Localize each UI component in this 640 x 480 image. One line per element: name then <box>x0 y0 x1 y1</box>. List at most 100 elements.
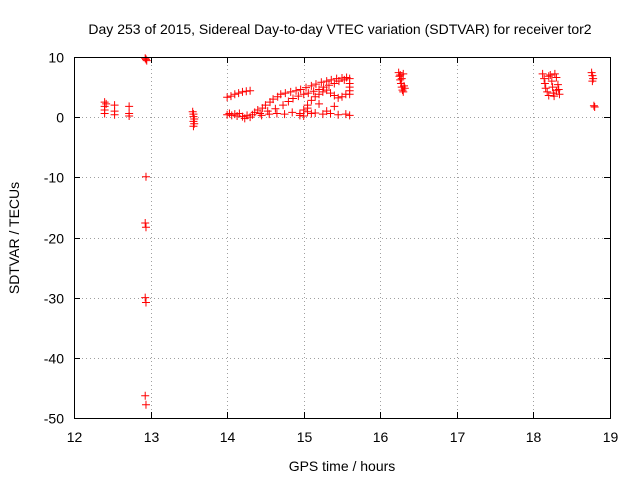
data-point <box>281 89 290 98</box>
data-point <box>257 111 266 120</box>
data-point <box>102 99 111 108</box>
data-point <box>141 172 150 181</box>
x-tick-label: 13 <box>144 429 160 445</box>
data-point <box>141 223 150 232</box>
y-tick-label: 10 <box>48 50 64 66</box>
data-point <box>322 77 331 86</box>
data-point <box>552 86 561 95</box>
grid-lines <box>74 57 610 418</box>
data-point <box>548 83 557 92</box>
data-point <box>397 74 406 83</box>
data-point <box>341 110 350 119</box>
data-point <box>345 111 354 120</box>
data-point <box>318 87 327 96</box>
y-axis-label: SDTVAR / TECUs <box>6 182 22 294</box>
data-point <box>295 111 304 120</box>
data-point <box>280 110 289 119</box>
data-point <box>341 90 350 99</box>
x-tick-label: 19 <box>603 429 619 445</box>
data-point <box>546 71 555 80</box>
data-point <box>317 78 326 87</box>
chart-title: Day 253 of 2015, Sidereal Day-to-day VTE… <box>88 21 591 37</box>
data-point <box>223 110 232 119</box>
data-point <box>271 104 280 113</box>
data-point <box>400 84 409 93</box>
data-point <box>541 84 550 93</box>
y-tick-label: -10 <box>44 170 64 186</box>
data-point <box>399 87 408 96</box>
data-point <box>141 391 150 400</box>
data-point <box>307 81 316 90</box>
data-point <box>588 77 597 86</box>
axis-ticks <box>74 57 611 419</box>
x-axis-label: GPS time / hours <box>289 458 396 474</box>
data-point <box>234 89 243 98</box>
data-point <box>265 110 274 119</box>
data-point <box>330 79 339 88</box>
y-tick-label: -20 <box>44 231 64 247</box>
data-point <box>269 95 278 104</box>
data-point <box>315 99 324 108</box>
data-point <box>299 111 308 120</box>
data-point <box>544 91 553 100</box>
data-point <box>292 86 301 95</box>
data-point <box>110 110 119 119</box>
data-point <box>276 90 285 99</box>
data-point <box>225 109 234 118</box>
data-point <box>307 109 316 118</box>
data-point <box>125 102 134 111</box>
plot-frame <box>74 57 611 419</box>
data-point <box>284 97 293 106</box>
data-point <box>309 87 318 96</box>
data-point <box>330 102 339 111</box>
data-point <box>272 109 281 118</box>
data-point <box>553 80 562 89</box>
data-point <box>286 87 295 96</box>
data-point <box>141 293 150 302</box>
data-point <box>230 90 239 99</box>
x-tick-label: 17 <box>450 429 466 445</box>
data-point <box>311 108 320 117</box>
data-point <box>303 104 312 113</box>
data-point <box>540 74 549 83</box>
data-point <box>242 87 251 96</box>
y-tick-label: -40 <box>44 351 64 367</box>
x-tick-label: 14 <box>220 429 236 445</box>
x-tick-label: 15 <box>297 429 313 445</box>
y-tick-label: -30 <box>44 291 64 307</box>
data-point <box>141 219 150 228</box>
data-point <box>226 92 235 101</box>
data-points <box>100 54 599 409</box>
y-tick-labels: -50 -40 -30 -20 -10 0 10 <box>44 50 64 427</box>
data-point <box>538 69 547 78</box>
data-point <box>288 94 297 103</box>
data-point <box>550 92 559 101</box>
data-point <box>296 85 305 94</box>
data-point <box>334 110 343 119</box>
data-point <box>141 298 150 307</box>
data-point <box>544 72 553 81</box>
y-tick-label: -50 <box>44 411 64 427</box>
data-point <box>334 93 343 102</box>
data-point <box>223 93 232 102</box>
x-tick-label: 18 <box>526 429 542 445</box>
data-point <box>238 87 247 96</box>
data-point <box>550 69 559 78</box>
data-point <box>256 109 265 118</box>
data-point <box>279 101 288 110</box>
data-point <box>141 400 150 409</box>
data-point <box>189 122 198 131</box>
data-point <box>288 108 297 117</box>
data-point <box>589 101 598 110</box>
data-point <box>261 101 270 110</box>
data-point <box>552 73 561 82</box>
data-point <box>324 81 333 90</box>
data-point <box>399 69 408 78</box>
data-point <box>304 89 313 98</box>
data-point <box>302 83 311 92</box>
data-point <box>125 111 134 120</box>
data-point <box>246 86 255 95</box>
data-point <box>141 55 150 64</box>
data-point <box>311 80 320 89</box>
